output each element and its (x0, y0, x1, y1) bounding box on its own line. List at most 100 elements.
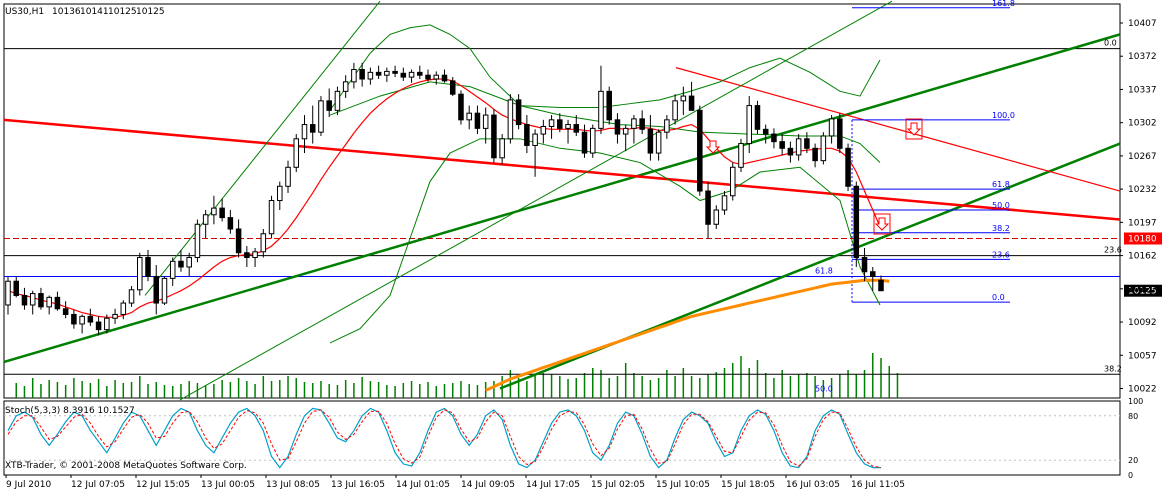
candle-body (581, 131, 588, 154)
candle-body (219, 207, 225, 219)
price-axis-label: 10127 (1128, 285, 1157, 295)
copyright-text: XTB-Trader, © 2001-2008 MetaQuotes Softw… (5, 461, 247, 471)
candle-body (729, 166, 736, 197)
candle-body (342, 81, 349, 92)
trend-line-red-thin (675, 67, 1121, 192)
candle-body (301, 124, 308, 140)
candle-body (178, 260, 184, 268)
candle-body (71, 313, 77, 325)
candle-body (318, 100, 324, 133)
time-axis-label: 15 Jul 02:05 (591, 480, 645, 490)
fib-level-label: 23.6 (992, 250, 1010, 259)
candle-body (482, 114, 489, 129)
time-axis-label: 13 Jul 00:05 (201, 480, 255, 490)
candle-body (95, 321, 102, 331)
red-level-price-tag: 10180 (1124, 232, 1162, 245)
candle-body (408, 71, 415, 78)
price-axis-label: 10057 (1128, 351, 1157, 361)
candle-body (705, 190, 711, 225)
candle-body (828, 118, 835, 137)
candle-body (738, 143, 744, 168)
down-arrow-icon (906, 122, 922, 136)
candle-body (367, 71, 374, 80)
price-axis-label: 10232 (1128, 185, 1157, 195)
candle-body (351, 69, 357, 83)
candle-body (647, 128, 654, 154)
trend-line-green-upper (3, 33, 1121, 364)
candle-body (392, 70, 398, 74)
candle-body (153, 275, 160, 304)
fib-level-label: 50.0 (992, 201, 1010, 210)
candle-body (499, 138, 505, 159)
stoch-axis-label: 100 (1128, 397, 1143, 406)
candle-body (664, 119, 670, 133)
candle-body (375, 71, 382, 76)
time-axis-label: 12 Jul 15:05 (136, 480, 190, 490)
candle-body (614, 119, 621, 135)
candle-body (277, 185, 283, 202)
candle-body (474, 112, 481, 129)
current-price-tag: 10125 (1124, 284, 1162, 297)
candle-body (293, 138, 300, 168)
time-axis-label: 13 Jul 16:05 (331, 480, 385, 490)
time-axis-label: 15 Jul 10:05 (656, 480, 710, 490)
candle-body (145, 256, 151, 277)
price-axis-label: 10022 (1128, 385, 1157, 395)
candle-body (861, 256, 868, 273)
candle-body (79, 315, 85, 325)
fib-level-label: 161.8 (992, 0, 1015, 8)
stoch-main-line (7, 407, 881, 469)
candle-body (631, 118, 637, 129)
candle-body (235, 228, 242, 254)
candle-body (449, 80, 456, 95)
candle-body (268, 200, 275, 235)
time-axis-label: 14 Jul 01:05 (396, 480, 450, 490)
candle-body (112, 313, 118, 319)
arrow-marker-frame (873, 213, 891, 235)
candle-body (507, 99, 514, 140)
price-axis-label: 10372 (1128, 52, 1157, 62)
candle-body (161, 277, 168, 304)
fib-level-label: 61.8 (992, 180, 1010, 189)
candle-body (104, 317, 110, 331)
candle-body (688, 95, 695, 111)
candle-body (853, 185, 860, 258)
candle-body (359, 69, 365, 80)
candle-body (837, 118, 843, 149)
stoch-panel-frame (3, 400, 1121, 476)
candle-body (779, 141, 785, 149)
ohlc-close: 10125 (136, 7, 165, 17)
channel-line-green (179, 0, 893, 401)
candle-body (260, 233, 267, 253)
candle-body (812, 147, 818, 162)
candle-body (38, 293, 44, 308)
ohlc-high: 10141 (80, 7, 109, 17)
candle-body (13, 280, 20, 296)
candle-body (532, 133, 538, 146)
candle-body (211, 207, 217, 216)
candle-body (557, 119, 563, 129)
price-axis-label: 10267 (1128, 152, 1157, 162)
candle-body (137, 256, 143, 291)
candle-body (128, 289, 135, 304)
stoch-signal-line (7, 409, 882, 469)
candle-body (417, 71, 423, 76)
candle-body (252, 251, 258, 258)
candle-body (573, 124, 580, 133)
bollinger-upper-band (329, 24, 881, 111)
price-tag-label: 10180 (1128, 235, 1157, 245)
fib-level-label: 100.0 (992, 111, 1015, 120)
fib-level-label: 0.0 (992, 293, 1005, 302)
candle-body (334, 90, 341, 111)
candle-body (680, 95, 687, 102)
candle-body (655, 131, 662, 154)
candle-body (565, 124, 571, 129)
trend-line-red-main (3, 118, 1121, 221)
candle-body (309, 124, 316, 133)
candle-body (202, 214, 209, 225)
price-axis-label: 10197 (1128, 218, 1157, 228)
candle-body (721, 195, 728, 211)
time-axis-label: 14 Jul 17:05 (526, 480, 580, 490)
